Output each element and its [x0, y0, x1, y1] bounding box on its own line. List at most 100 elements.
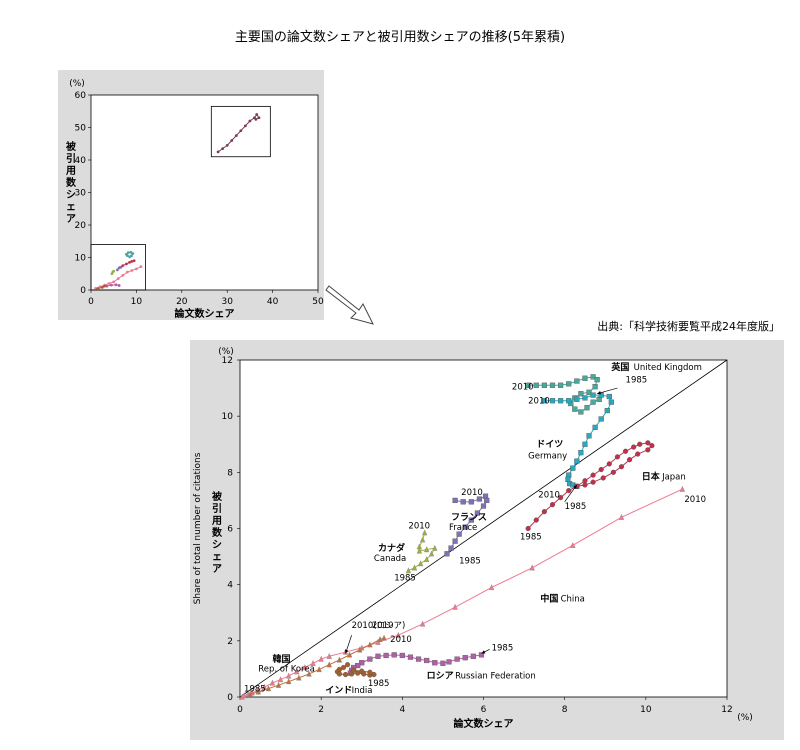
data-point-korea [265, 685, 272, 692]
label-china-end: 2010 [684, 495, 706, 505]
data-point-france [480, 503, 487, 509]
label-france-start: 1985 [459, 557, 481, 567]
data-point-japan [622, 448, 629, 454]
data-point-japan [645, 447, 651, 453]
data-point-china [395, 631, 401, 638]
label-korea-end: 2010(ロシア) [352, 621, 406, 631]
data-point-france [444, 551, 450, 557]
data-point-germany [566, 398, 572, 404]
overview-point [94, 286, 97, 290]
data-point-russia [383, 652, 389, 659]
data-point-japan [590, 479, 596, 485]
data-point-india [344, 662, 351, 668]
y-tick-label: 0 [80, 286, 86, 296]
y-axis-title: 被引用数シェア [211, 490, 223, 575]
data-point-germany [598, 416, 604, 422]
label-germany-start: 1985 [565, 502, 587, 512]
label-uk-ja: 英国 [610, 361, 629, 373]
y-tick-label: 2 [227, 637, 233, 647]
data-point-uk [574, 378, 580, 384]
overview-point [221, 147, 225, 151]
data-point-japan [614, 454, 621, 460]
overview-point [112, 280, 116, 284]
data-point-japan [631, 444, 637, 450]
data-point-india [351, 667, 357, 673]
data-point-russia [440, 660, 446, 666]
x-tick-label: 6 [481, 705, 487, 715]
y-axis-title-en: Share of total number of citations [193, 452, 203, 604]
data-point-russia [415, 656, 422, 662]
data-point-france [484, 497, 490, 504]
data-point-germany [574, 396, 580, 402]
label-germany-end: 2010 [528, 397, 550, 407]
zoom-arrow-icon [325, 285, 374, 325]
y-tick-label: 40 [75, 156, 87, 166]
overview-point [114, 283, 118, 287]
label-uk-start: 1985 [626, 375, 648, 385]
arrow-germany-head [573, 484, 577, 489]
data-point-germany [590, 392, 596, 398]
label-uk-en: United Kingdom [634, 363, 702, 373]
overview-point [121, 273, 125, 277]
overview-point [135, 267, 138, 271]
overview-point [103, 284, 107, 288]
y-tick-label: 0 [227, 693, 233, 703]
data-point-india [371, 671, 377, 678]
x-tick-label: 0 [88, 297, 94, 307]
data-point-canada [416, 547, 423, 554]
data-point-china [318, 655, 324, 662]
overview-point [100, 286, 104, 289]
x-tick-label: 30 [221, 297, 233, 307]
overview-point [230, 139, 234, 142]
label-india-en: India [352, 686, 373, 696]
data-point-uk [572, 406, 578, 412]
plot-area [90, 94, 319, 291]
arrow-uk-head [597, 391, 602, 395]
overview-point [119, 265, 123, 269]
data-point-china [294, 668, 300, 675]
x-tick-label: 10 [640, 705, 652, 715]
y-tick-label: 6 [227, 525, 233, 535]
data-point-russia [359, 660, 365, 666]
data-point-uk [584, 405, 590, 411]
data-point-korea [346, 651, 353, 658]
label-germany-ja: ドイツ [536, 439, 563, 450]
x-tick-label: 50 [312, 297, 324, 307]
data-point-japan [637, 441, 643, 447]
data-point-uk [549, 382, 556, 388]
data-point-france [448, 545, 454, 551]
data-point-uk [578, 409, 584, 415]
x-axis-title: 論文数シェア [454, 717, 514, 730]
overview-point [225, 143, 229, 147]
detail-chart-panel: 0 2 4 6 8 10 12 0 2 4 6 8 10 12 (%) (%) 論文数シェア Share of t… [190, 340, 784, 740]
overview-point [125, 254, 129, 257]
page-title: 主要国の論文数シェアと被引用数シェアの推移(5年累積) [234, 30, 566, 45]
x-axis-title: 論文数シェア [175, 307, 235, 320]
data-point-canada [411, 564, 418, 571]
data-point-uk [541, 382, 547, 388]
y-tick-label: 4 [227, 581, 233, 591]
data-point-uk [594, 377, 600, 383]
data-point-china [302, 664, 308, 671]
data-point-russia [424, 657, 430, 664]
label-france-end: 2010 [461, 488, 483, 498]
series-canada [405, 529, 438, 574]
y-unit-label: (%) [69, 79, 85, 89]
overview-series [96, 284, 107, 291]
x-unit-label: (%) [737, 713, 753, 723]
y-tick-label: 50 [75, 124, 87, 134]
data-point-korea [316, 666, 322, 673]
data-point-russia [391, 652, 397, 658]
data-point-canada [417, 560, 424, 567]
data-point-germany [549, 398, 556, 404]
x-tick-label: 20 [176, 297, 188, 307]
overview-point [105, 284, 109, 288]
data-point-china [310, 659, 316, 666]
overview-point [132, 259, 136, 263]
data-point-russia [407, 654, 414, 660]
overview-point [243, 124, 247, 128]
data-point-uk [590, 399, 596, 405]
label-russia-start: 1985 [492, 644, 514, 654]
arrow-korea-head [345, 649, 349, 654]
